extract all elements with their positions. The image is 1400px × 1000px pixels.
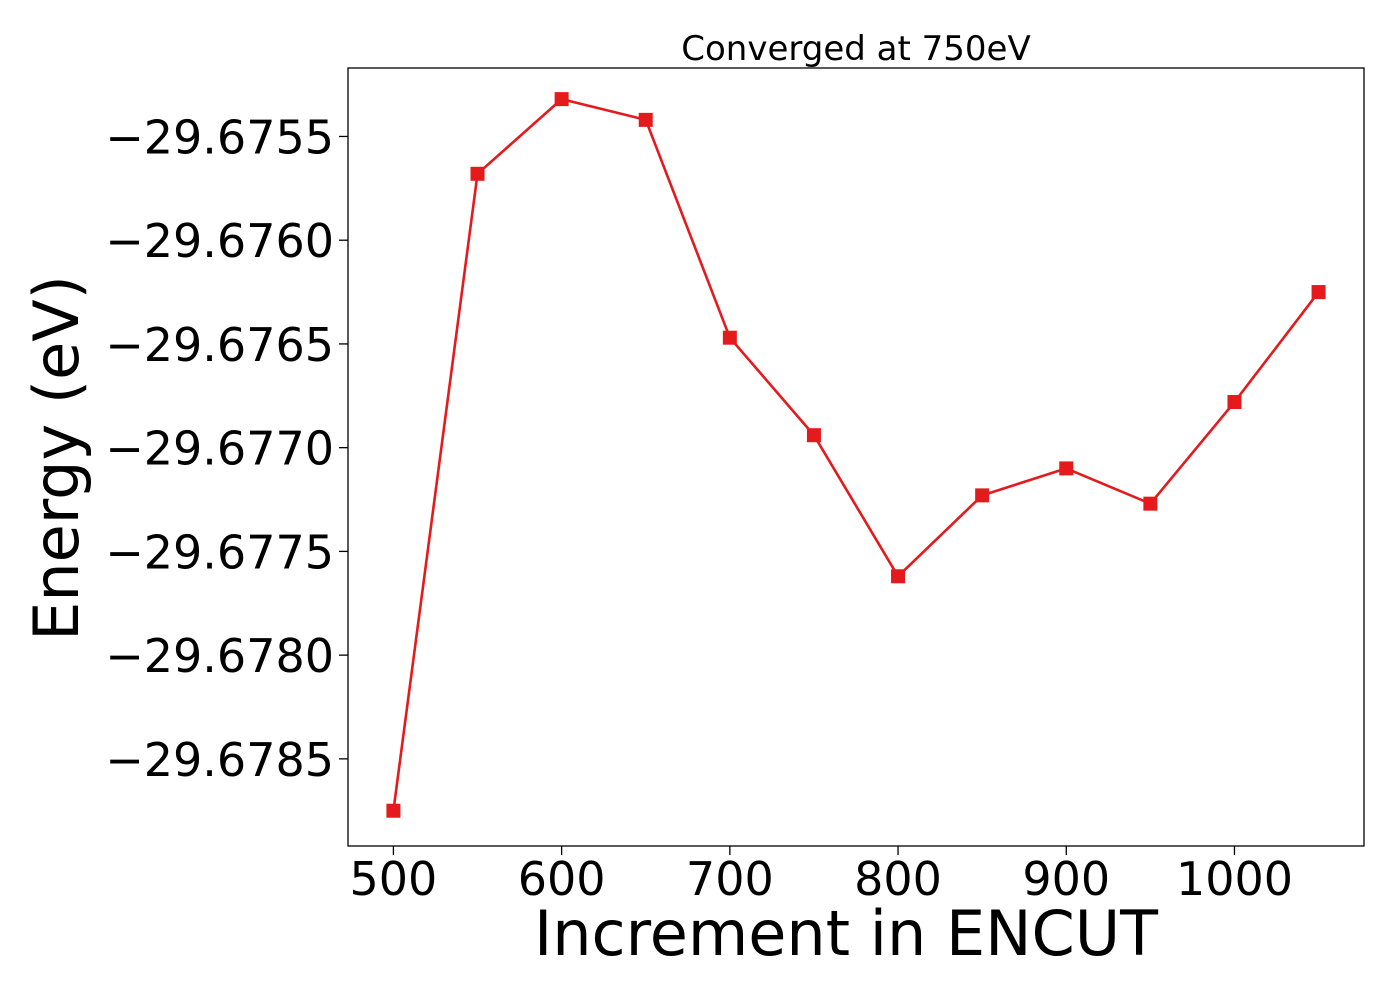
data-point-marker — [975, 488, 990, 503]
data-point-marker — [470, 166, 485, 181]
y-axis-label: Energy (eV) — [20, 275, 93, 641]
y-tick-label: −29.6785 — [105, 733, 334, 787]
plot-frame — [347, 67, 1365, 847]
y-tick-label: −29.6770 — [105, 422, 334, 476]
y-tick-label: −29.6760 — [105, 214, 334, 268]
data-point-marker — [1143, 496, 1158, 511]
data-point-marker — [386, 803, 401, 818]
data-point-marker — [638, 112, 653, 127]
y-tick-label: −29.6775 — [105, 525, 334, 579]
data-point-marker — [891, 569, 906, 584]
y-tick-label: −29.6755 — [105, 110, 334, 164]
x-tick-label: 900 — [1022, 852, 1110, 906]
x-tick-label: 500 — [350, 852, 438, 906]
x-tick-label: 700 — [686, 852, 774, 906]
series-energy — [386, 92, 1326, 818]
data-point-marker — [1059, 461, 1074, 476]
y-tick-label: −29.6765 — [105, 318, 334, 372]
x-tick-label: 600 — [518, 852, 606, 906]
data-point-marker — [806, 428, 821, 443]
data-point-marker — [1227, 395, 1242, 410]
chart-title: Converged at 750eV — [681, 29, 1030, 69]
x-tick-label: 1000 — [1176, 852, 1293, 906]
data-point-marker — [722, 330, 737, 345]
y-axis: −29.6785 −29.6780 −29.6775 −29.6770 −29.6765… — [105, 110, 348, 787]
x-axis-label: Increment in ENCUT — [534, 897, 1159, 970]
y-tick-label: −29.6780 — [105, 629, 334, 683]
data-point-marker — [1311, 285, 1326, 300]
x-axis: 500 600 700 800 900 1000 — [350, 846, 1293, 906]
x-tick-label: 800 — [854, 852, 942, 906]
data-point-marker — [554, 92, 569, 107]
series-line — [392, 97, 1320, 811]
